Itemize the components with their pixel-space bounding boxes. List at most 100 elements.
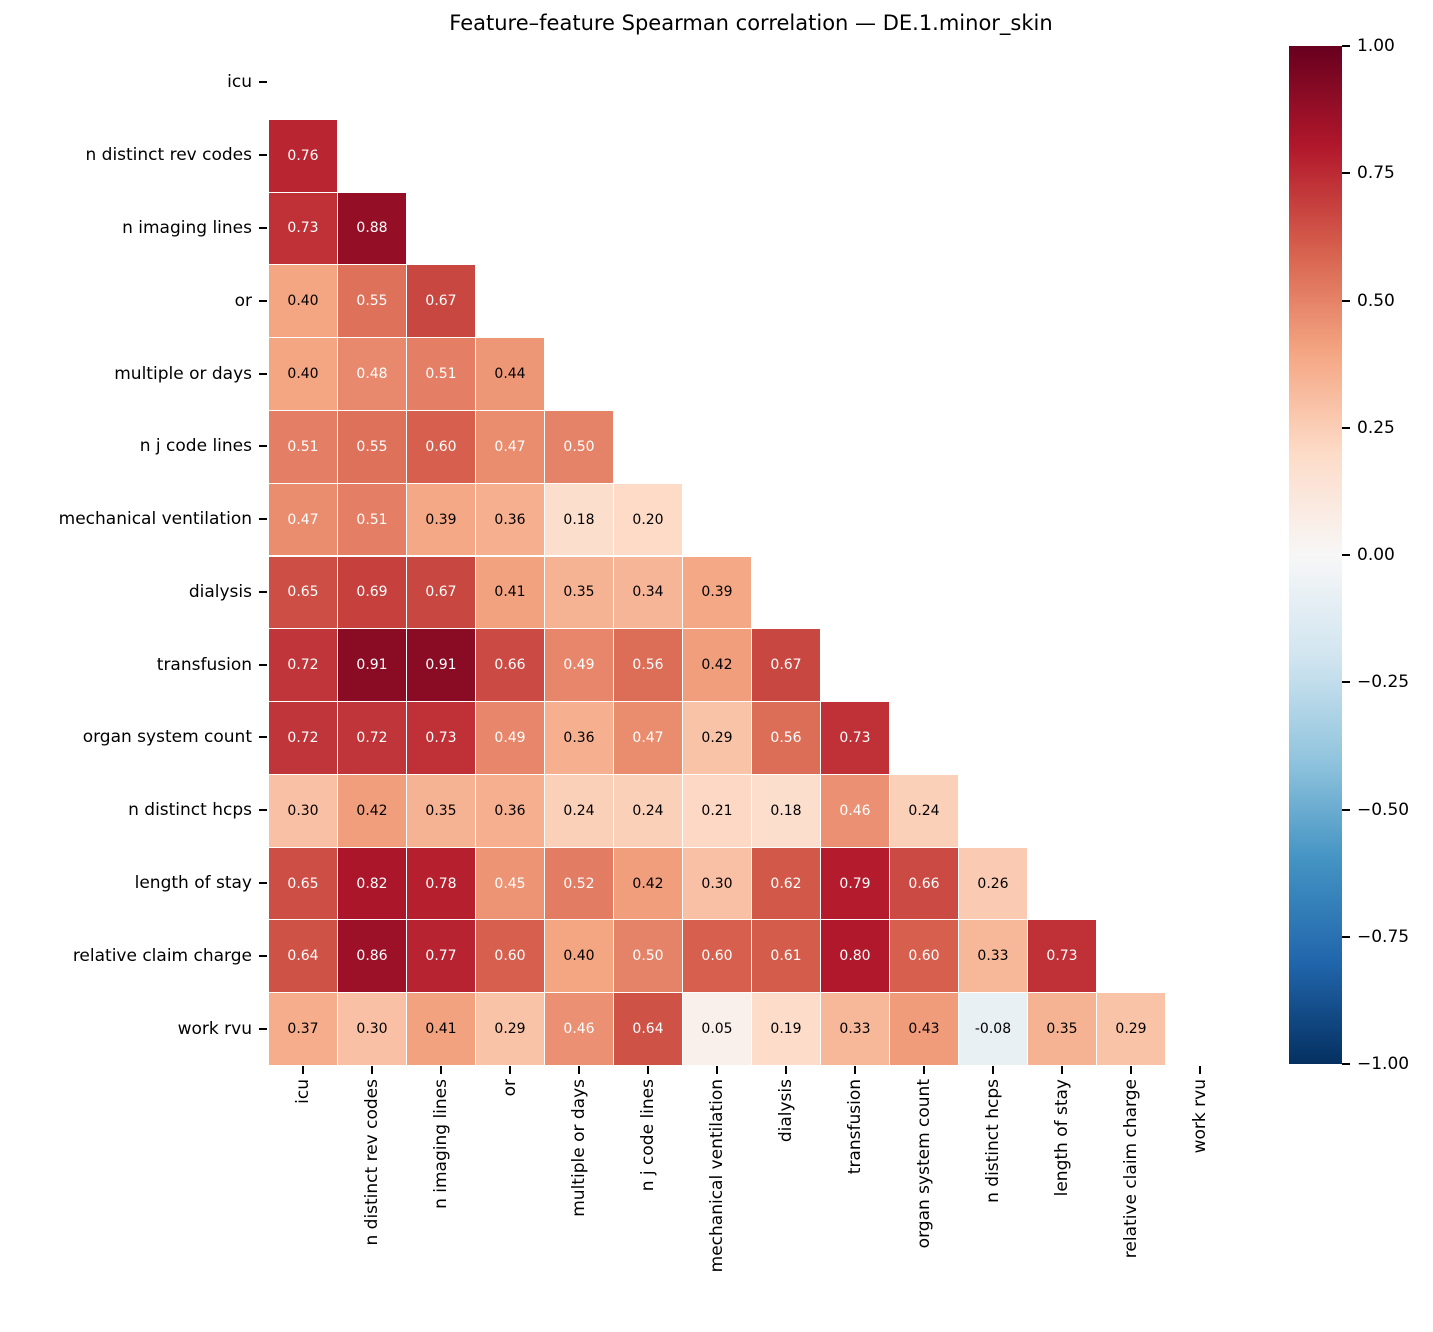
heatmap-cell: 0.44 <box>475 337 545 411</box>
column-label: work rvu <box>1189 1079 1210 1154</box>
colorbar: 1.00 0.75 0.50 0.25 0.00 −0.25 −0.50 −0.75 −1.00 <box>1289 36 1409 1074</box>
heatmap-cell: 0.86 <box>337 919 407 994</box>
heatmap-cell: 0.48 <box>337 337 407 411</box>
heatmap-cell: 0.72 <box>337 701 407 775</box>
column-label: n distinct rev codes <box>361 1079 382 1246</box>
heatmap-cell: 0.49 <box>544 628 614 703</box>
heatmap-cell: 0.29 <box>475 992 545 1066</box>
heatmap-cell: 0.51 <box>406 337 476 411</box>
x-tick-mark <box>508 1066 511 1074</box>
y-tick-mark <box>259 663 267 666</box>
x-tick-mark <box>784 1066 787 1074</box>
x-tick-mark <box>577 1066 580 1074</box>
colorbar-tick-label: −1.00 <box>1357 1054 1410 1074</box>
x-tick-mark <box>922 1066 925 1074</box>
heatmap-cell: 0.82 <box>337 846 407 921</box>
heatmap-cell: 0.60 <box>475 919 545 994</box>
heatmap-cell: 0.42 <box>613 846 683 921</box>
y-tick-mark <box>259 154 267 157</box>
colorbar-tick-mark <box>1342 935 1350 938</box>
heatmap-cell: 0.46 <box>820 773 890 848</box>
heatmap-cell: 0.88 <box>337 191 407 266</box>
heatmap-cell: 0.55 <box>337 409 407 484</box>
heatmap-cell: 0.33 <box>958 919 1028 994</box>
heatmap-cell: 0.29 <box>1096 992 1166 1066</box>
heatmap-cell: 0.05 <box>682 992 752 1066</box>
heatmap-cell: 0.72 <box>268 628 338 703</box>
column-label: dialysis <box>775 1079 796 1143</box>
heatmap-cell: 0.73 <box>268 191 338 266</box>
heatmap-cell: 0.35 <box>1027 992 1097 1066</box>
heatmap-cell: 0.60 <box>682 919 752 994</box>
colorbar-tick-label: 1.00 <box>1357 36 1395 56</box>
column-label: or <box>499 1079 520 1097</box>
x-tick-mark <box>991 1066 994 1074</box>
row-label: n distinct rev codes <box>85 145 252 166</box>
heatmap-cell: 0.51 <box>268 409 338 484</box>
column-label: organ system count <box>913 1079 934 1249</box>
colorbar-gradient <box>1289 46 1342 1064</box>
heatmap-cell: 0.67 <box>406 264 476 339</box>
heatmap-cell: 0.55 <box>337 264 407 339</box>
column-label: mechanical ventilation <box>706 1079 727 1273</box>
heatmap-cell: 0.51 <box>337 482 407 557</box>
column-label: transfusion <box>844 1079 865 1175</box>
x-tick-mark <box>439 1066 442 1074</box>
heatmap-cell: 0.62 <box>751 846 821 921</box>
heatmap-cell: 0.40 <box>268 337 338 411</box>
row-label: n imaging lines <box>122 217 252 238</box>
row-label: or <box>234 290 252 311</box>
y-tick-mark <box>259 372 267 375</box>
heatmap-cell: 0.65 <box>268 846 338 921</box>
colorbar-tick-mark <box>1342 172 1350 175</box>
row-label: work rvu <box>177 1018 252 1039</box>
heatmap-cell: 0.40 <box>268 264 338 339</box>
heatmap-cell: 0.33 <box>820 992 890 1066</box>
heatmap-cell: 0.79 <box>820 846 890 921</box>
heatmap-cell: 0.65 <box>268 555 338 630</box>
heatmap-cell: 0.24 <box>544 773 614 848</box>
heatmap-cell: 0.60 <box>889 919 959 994</box>
heatmap-cell: 0.73 <box>820 701 890 775</box>
heatmap-cell: 0.18 <box>751 773 821 848</box>
x-tick-mark <box>1129 1066 1132 1074</box>
y-tick-mark <box>259 590 267 593</box>
heatmap-cell: 0.64 <box>613 992 683 1066</box>
heatmap-cell: 0.77 <box>406 919 476 994</box>
heatmap-cell: 0.67 <box>406 555 476 630</box>
x-tick-mark <box>370 1066 373 1074</box>
heatmap-cell: 0.18 <box>544 482 614 557</box>
row-label: mechanical ventilation <box>58 509 252 530</box>
heatmap-cell: 0.78 <box>406 846 476 921</box>
heatmap-cell: 0.61 <box>751 919 821 994</box>
heatmap-cell: 0.35 <box>406 773 476 848</box>
column-label: relative claim charge <box>1120 1079 1141 1259</box>
heatmap-cell: 0.66 <box>889 846 959 921</box>
heatmap-cell: 0.21 <box>682 773 752 848</box>
row-label: relative claim charge <box>72 945 252 966</box>
heatmap-cell: 0.73 <box>1027 919 1097 994</box>
heatmap-cell: 0.35 <box>544 555 614 630</box>
heatmap-cell: 0.30 <box>337 992 407 1066</box>
heatmap-cell: 0.52 <box>544 846 614 921</box>
heatmap-cell: 0.24 <box>889 773 959 848</box>
heatmap-cell: 0.56 <box>751 701 821 775</box>
heatmap-cell: 0.47 <box>475 409 545 484</box>
heatmap-cell: 0.80 <box>820 919 890 994</box>
heatmap-cell: 0.43 <box>889 992 959 1066</box>
y-tick-mark <box>259 1027 267 1030</box>
colorbar-tick-label: 0.00 <box>1357 545 1395 565</box>
heatmap-cell: 0.30 <box>268 773 338 848</box>
colorbar-tick-label: 0.50 <box>1357 290 1395 311</box>
colorbar-tick-mark <box>1342 45 1350 47</box>
colorbar-tick-label: −0.25 <box>1357 672 1410 693</box>
heatmap-cell: 0.36 <box>475 773 545 848</box>
colorbar-tick-mark <box>1342 426 1350 429</box>
colorbar-tick-label: −0.50 <box>1357 799 1410 820</box>
column-label: n distinct hcps <box>982 1079 1003 1203</box>
heatmap-cell: 0.47 <box>268 482 338 557</box>
heatmap-cell: 0.19 <box>751 992 821 1066</box>
y-tick-mark <box>259 809 267 812</box>
heatmap-cell: 0.69 <box>337 555 407 630</box>
